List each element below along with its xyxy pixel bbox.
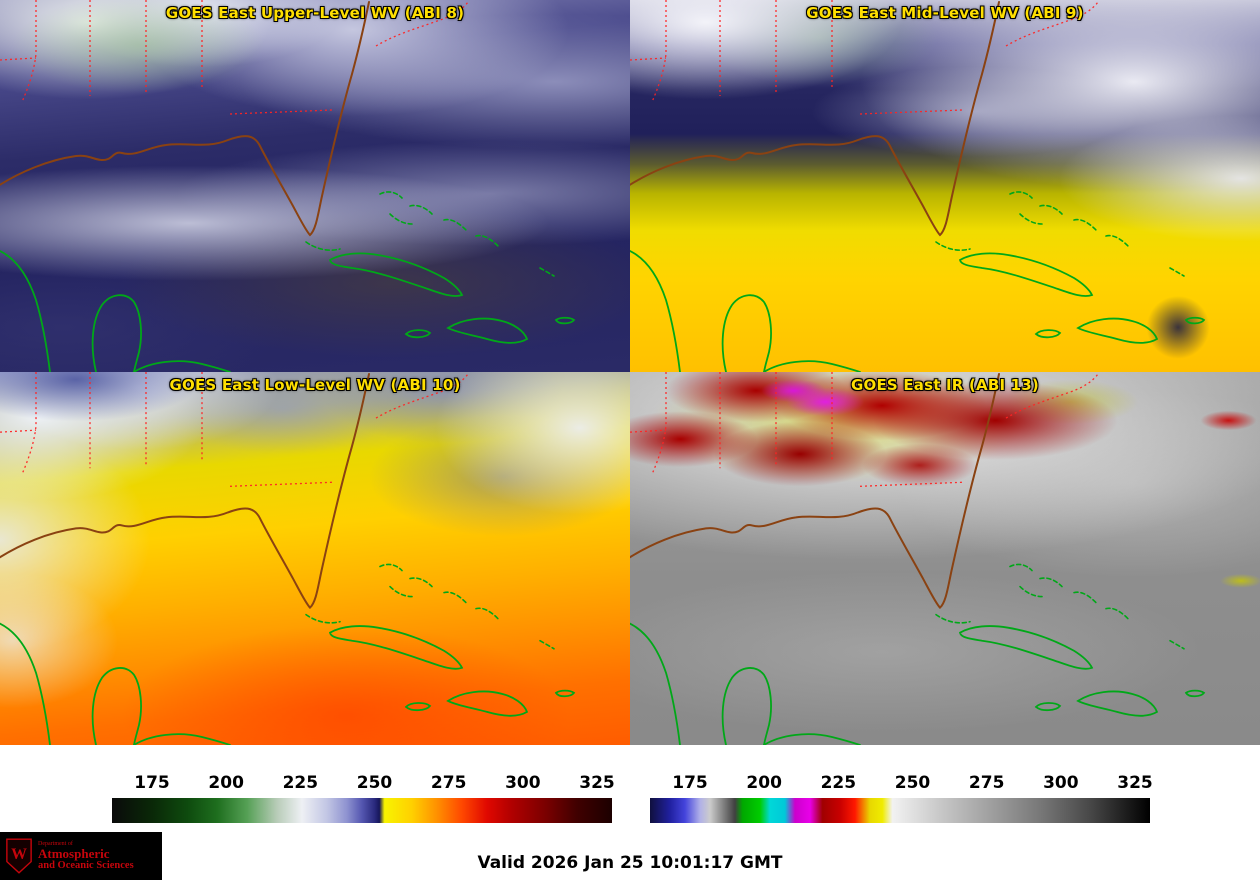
footer: 175 200 225 250 275 300 325 175 200 [0, 745, 1260, 882]
tick-label: 250 [356, 773, 393, 793]
svg-text:W: W [11, 846, 27, 863]
tick-label: 250 [894, 773, 931, 793]
tick-label: 300 [505, 773, 541, 793]
panel-title-abi8: GOES East Upper-Level WV (ABI 8) [165, 4, 465, 22]
colorbar-ir: 175 200 225 250 275 300 325 [650, 773, 1153, 823]
map-overlay [0, 0, 575, 372]
logo-department-label: Department of [38, 840, 73, 847]
map-overlay [630, 372, 1206, 745]
valid-time-label: Valid 2026 Jan 25 10:01:17 GMT [477, 853, 783, 873]
panel-title-abi13: GOES East IR (ABI 13) [850, 376, 1039, 394]
panel-title-abi9: GOES East Mid-Level WV (ABI 9) [806, 4, 1084, 22]
panel-title-abi10: GOES East Low-Level WV (ABI 10) [169, 376, 461, 394]
panel-low-level-wv-abi10: GOES East Low-Level WV (ABI 10) [0, 372, 630, 745]
tick-label: 300 [1043, 773, 1079, 793]
colorbar-wv-gradient [112, 798, 612, 823]
uw-crest-icon: W [6, 838, 32, 874]
tick-label: 225 [282, 773, 319, 793]
colorbar-wv-ticks: 175 200 225 250 275 300 325 [112, 773, 615, 795]
tick-label: 325 [1117, 773, 1153, 793]
tick-label: 200 [208, 773, 244, 793]
tick-label: 200 [746, 773, 782, 793]
map-overlay [630, 0, 1205, 372]
tick-label: 325 [579, 773, 615, 793]
panel-ir-abi13: GOES East IR (ABI 13) [630, 372, 1260, 745]
colorbar-wv: 175 200 225 250 275 300 325 [112, 773, 615, 823]
colorbar-ir-ticks: 175 200 225 250 275 300 325 [650, 773, 1153, 795]
tick-label: 175 [672, 773, 708, 793]
panel-upper-level-wv-abi8: GOES East Upper-Level WV (ABI 8) [0, 0, 630, 372]
logo-name-line2: and Oceanic Sciences [38, 860, 134, 872]
map-overlay [0, 372, 576, 745]
tick-label: 175 [134, 773, 170, 793]
tick-label: 225 [820, 773, 857, 793]
aos-department-logo: W Department of Atmospheric and Oceanic … [0, 832, 162, 880]
tick-label: 275 [430, 773, 467, 793]
colorbar-ir-gradient [650, 798, 1150, 823]
logo-name-line1: Atmospheric [38, 845, 110, 861]
panel-mid-level-wv-abi9: GOES East Mid-Level WV (ABI 9) [630, 0, 1260, 372]
tick-label: 275 [968, 773, 1005, 793]
panel-grid: GOES East Upper-Level WV (ABI 8) GOES Ea… [0, 0, 1260, 745]
